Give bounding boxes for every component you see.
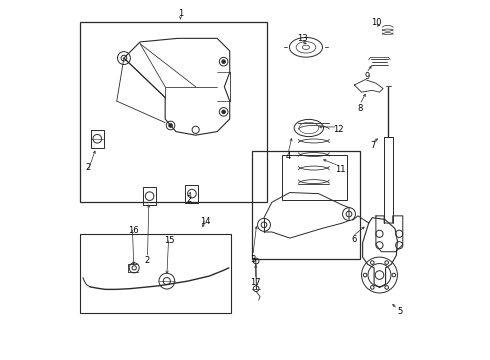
- Text: 14: 14: [200, 217, 211, 226]
- Text: 10: 10: [370, 18, 381, 27]
- Text: 3: 3: [250, 255, 256, 264]
- Text: 2: 2: [145, 256, 150, 265]
- Text: 6: 6: [352, 235, 357, 244]
- Circle shape: [222, 60, 225, 63]
- Circle shape: [169, 124, 172, 127]
- Text: 2: 2: [187, 195, 192, 204]
- Bar: [80, 22, 267, 202]
- Text: 16: 16: [128, 226, 139, 235]
- Text: 13: 13: [297, 34, 308, 43]
- Bar: [186, 185, 198, 203]
- Text: 11: 11: [335, 165, 345, 174]
- Bar: [143, 187, 156, 205]
- Text: 1: 1: [178, 9, 183, 18]
- Text: 5: 5: [397, 307, 403, 316]
- Bar: [80, 234, 231, 313]
- Text: 17: 17: [250, 278, 261, 287]
- Text: 4: 4: [285, 152, 291, 161]
- Bar: [91, 130, 104, 148]
- Text: 12: 12: [333, 125, 343, 134]
- Text: 7: 7: [371, 141, 376, 150]
- Text: 8: 8: [358, 104, 363, 113]
- Text: 15: 15: [165, 237, 175, 246]
- Text: 2: 2: [85, 163, 91, 172]
- Bar: [282, 154, 347, 200]
- Bar: [252, 151, 360, 259]
- Text: 9: 9: [364, 72, 369, 81]
- Circle shape: [222, 110, 225, 114]
